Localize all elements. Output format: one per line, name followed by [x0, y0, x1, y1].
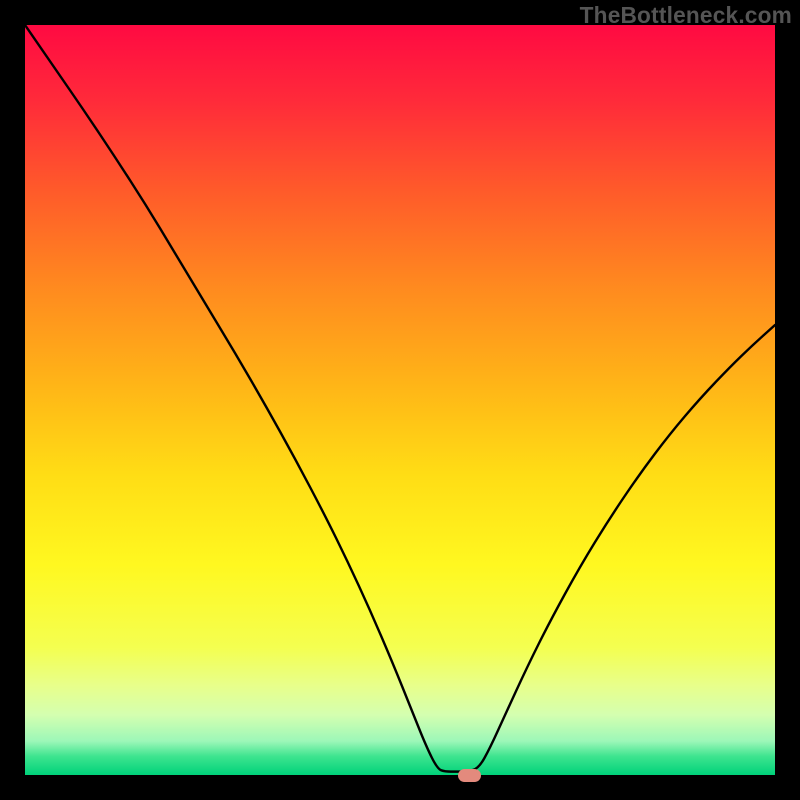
chart-svg: [25, 25, 775, 775]
plot-area: [25, 25, 775, 775]
gradient-background: [25, 25, 775, 775]
watermark-text: TheBottleneck.com: [580, 2, 792, 29]
chart-frame: TheBottleneck.com: [0, 0, 800, 800]
optimal-point-marker: [458, 769, 481, 782]
